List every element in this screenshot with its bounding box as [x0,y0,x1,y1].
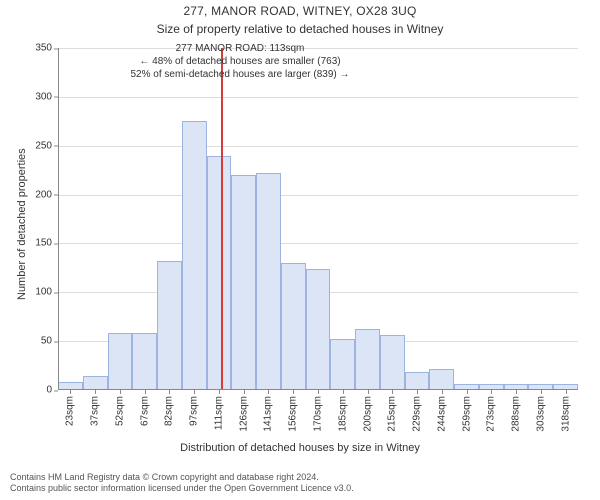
histogram-bar [281,263,306,390]
histogram-bar [380,335,405,390]
x-tick-label: 37sqm [90,396,101,426]
page-title-address: 277, MANOR ROAD, WITNEY, OX28 3UQ [0,4,600,18]
x-tick-mark [516,390,517,394]
x-tick-label: 156sqm [288,396,299,432]
x-tick-mark [566,390,567,394]
x-tick-label: 244sqm [436,396,447,432]
histogram-bar [256,173,281,390]
x-tick-mark [219,390,220,394]
footer-text: Contains HM Land Registry data © Crown c… [10,472,354,495]
x-tick-label: 82sqm [164,396,175,426]
x-tick-label: 141sqm [263,396,274,432]
gridline-h [58,243,578,244]
x-tick-label: 23sqm [65,396,76,426]
histogram-bar [83,376,108,390]
histogram-bar [231,175,256,390]
x-tick-mark [120,390,121,394]
x-tick-mark [244,390,245,394]
footer-line2: Contains public sector information licen… [10,483,354,494]
chart-annotation: 277 MANOR ROAD: 113sqm ← 48% of detached… [110,42,370,81]
x-axis-label: Distribution of detached houses by size … [0,442,600,454]
histogram-bar [207,156,232,391]
x-tick-label: 52sqm [114,396,125,426]
x-tick-label: 185sqm [337,396,348,432]
x-tick-mark [318,390,319,394]
annot-line3: 52% of semi-detached houses are larger (… [110,68,370,81]
histogram-bar [182,121,207,390]
y-axis-line [58,48,59,390]
x-tick-mark [491,390,492,394]
histogram-bar [405,372,430,390]
x-tick-label: 303sqm [535,396,546,432]
y-tick-label: 300 [35,91,58,102]
gridline-h [58,195,578,196]
x-tick-mark [392,390,393,394]
histogram-bar [355,329,380,390]
x-tick-mark [293,390,294,394]
x-tick-mark [541,390,542,394]
x-tick-mark [169,390,170,394]
x-tick-label: 170sqm [313,396,324,432]
histogram-bar [306,269,331,390]
x-tick-mark [343,390,344,394]
x-tick-label: 200sqm [362,396,373,432]
gridline-h [58,97,578,98]
reference-vline [221,48,223,390]
gridline-h [58,146,578,147]
annot-line1: 277 MANOR ROAD: 113sqm [110,42,370,55]
y-tick-label: 250 [35,140,58,151]
histogram-bar [157,261,182,390]
x-tick-label: 111sqm [213,396,224,430]
x-tick-mark [194,390,195,394]
x-tick-label: 288sqm [511,396,522,432]
histogram-bar [108,333,133,390]
x-tick-label: 67sqm [139,396,150,426]
y-tick-label: 50 [41,336,58,347]
x-tick-mark [368,390,369,394]
x-tick-mark [268,390,269,394]
y-tick-label: 150 [35,238,58,249]
y-tick-label: 350 [35,43,58,54]
y-axis-label: Number of detached properties [16,148,28,300]
y-tick-label: 0 [46,385,58,396]
histogram-bar [132,333,157,390]
x-axis-line [58,389,578,390]
x-tick-mark [417,390,418,394]
x-tick-label: 273sqm [486,396,497,432]
x-tick-label: 318sqm [560,396,571,432]
x-tick-label: 229sqm [412,396,423,432]
x-tick-mark [442,390,443,394]
histogram-bar [429,369,454,390]
x-tick-mark [145,390,146,394]
x-tick-label: 259sqm [461,396,472,432]
x-tick-mark [467,390,468,394]
histogram-bar [330,339,355,390]
y-tick-label: 200 [35,189,58,200]
x-tick-mark [95,390,96,394]
y-tick-label: 100 [35,287,58,298]
page-subtitle: Size of property relative to detached ho… [0,22,600,36]
footer-line1: Contains HM Land Registry data © Crown c… [10,472,354,483]
annot-line2: ← 48% of detached houses are smaller (76… [110,55,370,68]
x-tick-label: 97sqm [189,396,200,426]
x-tick-mark [70,390,71,394]
histogram-plot: 05010015020025030035023sqm37sqm52sqm67sq… [58,48,578,390]
x-tick-label: 215sqm [387,396,398,432]
x-tick-label: 126sqm [238,396,249,432]
